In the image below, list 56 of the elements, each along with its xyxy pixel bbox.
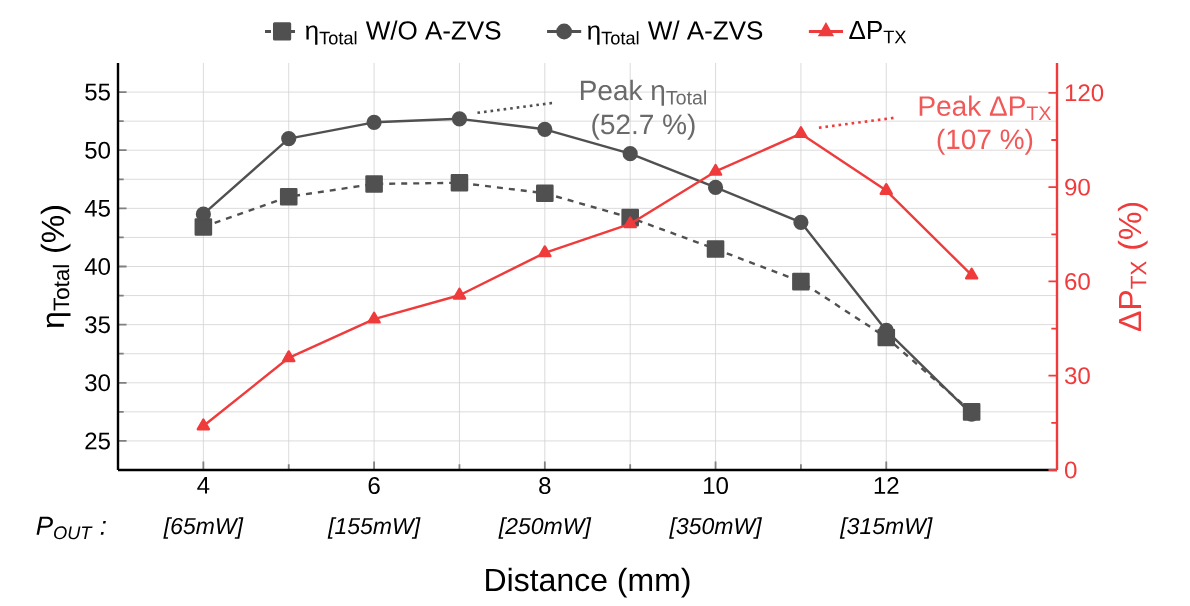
- point: [794, 126, 808, 139]
- point: [707, 179, 724, 196]
- y-tick-label: 50: [85, 141, 110, 159]
- point: [196, 418, 211, 431]
- point: [452, 287, 467, 300]
- x-tick-label: 10: [704, 477, 728, 495]
- point: [964, 267, 979, 280]
- point: [281, 350, 296, 363]
- y-tick-label: 55: [85, 83, 110, 101]
- x-tick-label: 8: [539, 477, 551, 495]
- point: [623, 216, 637, 229]
- y-tick-label: 30: [85, 374, 110, 392]
- point: [450, 173, 469, 192]
- point: [365, 175, 383, 193]
- y2-tick-label: 0: [1065, 461, 1077, 479]
- legend-label: ΔP$_{TX}$: [849, 21, 907, 44]
- point: [622, 146, 638, 162]
- point: [451, 111, 468, 127]
- point: [367, 311, 381, 324]
- point: [706, 240, 725, 258]
- point: [279, 187, 298, 206]
- annotation: Peak ΔP$_{TX}$: [919, 95, 1052, 121]
- point: [536, 184, 554, 203]
- y-axis-title: η$_{Total}$ (%): [40, 206, 71, 328]
- annotation: (52.7 %): [592, 113, 695, 140]
- annotation: Peak η$_{Total}$: [580, 79, 706, 106]
- x-tick-label: 12: [874, 477, 899, 494]
- y2-tick-label: 120: [1065, 84, 1104, 102]
- y2-tick-label: 30: [1064, 367, 1090, 385]
- legend-label: η$_{Total}$ W/ A-ZVS: [588, 20, 763, 45]
- text: P$_{OUT}$ :: [36, 516, 106, 540]
- y-tick-label: 35: [85, 316, 110, 334]
- y2-tick-label: 90: [1065, 178, 1090, 196]
- point: [538, 245, 552, 258]
- text: [155mW]: [327, 517, 421, 539]
- point: [879, 182, 894, 195]
- x-tick-label: 6: [368, 477, 380, 495]
- point: [708, 163, 723, 176]
- legend-label: η$_{Total}$ W/O A-ZVS: [306, 20, 501, 45]
- text: [65mW]: [163, 517, 244, 539]
- y2-axis-title: ΔP$_{TX}$ (%): [1117, 203, 1148, 332]
- text: [350mW]: [669, 517, 762, 539]
- x-axis-title: Distance (mm): [486, 567, 690, 598]
- point: [793, 214, 809, 230]
- text: [250mW]: [498, 517, 592, 539]
- y-tick-label: 25: [85, 432, 110, 450]
- point: [537, 121, 553, 137]
- y-tick-label: 45: [84, 200, 110, 217]
- point: [792, 272, 810, 291]
- text: [315mW]: [839, 517, 933, 539]
- point: [281, 130, 297, 147]
- y-tick-label: 40: [84, 258, 110, 275]
- y2-tick-label: 60: [1065, 272, 1090, 290]
- annotation: (107 %): [937, 128, 1033, 155]
- x-tick-label: 4: [197, 477, 210, 494]
- point: [366, 114, 382, 130]
